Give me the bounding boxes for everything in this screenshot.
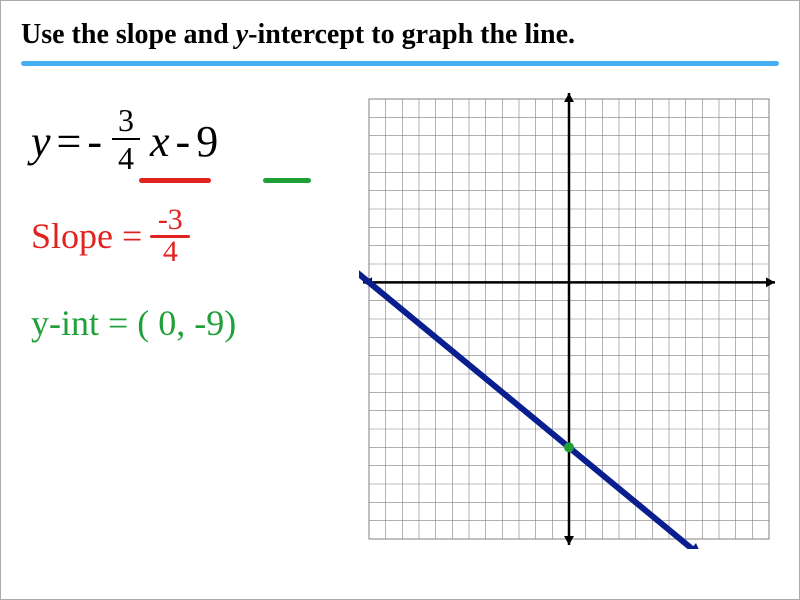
coordinate-graph	[359, 89, 779, 549]
title-pre: Use the slope and	[21, 19, 236, 50]
yint-annotation: y-int = ( 0, -9)	[31, 302, 371, 344]
eq-minus2: -	[176, 116, 191, 167]
slope-num: -3	[158, 206, 183, 235]
slope-label: Slope =	[31, 215, 142, 257]
slope-fraction: -3 4	[150, 206, 190, 266]
title-post: -intercept to graph the line.	[248, 19, 575, 50]
eq-minus1: -	[87, 116, 102, 167]
eq-frac-den: 4	[112, 140, 140, 174]
title-underline	[21, 61, 779, 66]
eq-equals: =	[57, 116, 82, 167]
eq-x: x	[150, 116, 170, 167]
slope-annotation: Slope = -3 4	[31, 206, 371, 266]
eq-frac-num: 3	[112, 104, 140, 140]
eq-const: 9	[196, 116, 218, 167]
slope-underline	[139, 178, 211, 183]
title-var: y	[236, 19, 248, 50]
left-column: y = - 3 4 x - 9 Slope = -3 4 y-int = ( 0…	[31, 106, 371, 344]
yint-text: y-int = ( 0, -9)	[31, 302, 236, 344]
instruction-title: Use the slope and y-intercept to graph t…	[1, 1, 799, 61]
graph-container	[359, 89, 779, 554]
equation: y = - 3 4 x - 9	[31, 106, 371, 176]
eq-y: y	[31, 116, 51, 167]
intercept-underline	[263, 178, 311, 183]
slope-den: 4	[163, 238, 178, 267]
eq-fraction: 3 4	[112, 104, 140, 174]
